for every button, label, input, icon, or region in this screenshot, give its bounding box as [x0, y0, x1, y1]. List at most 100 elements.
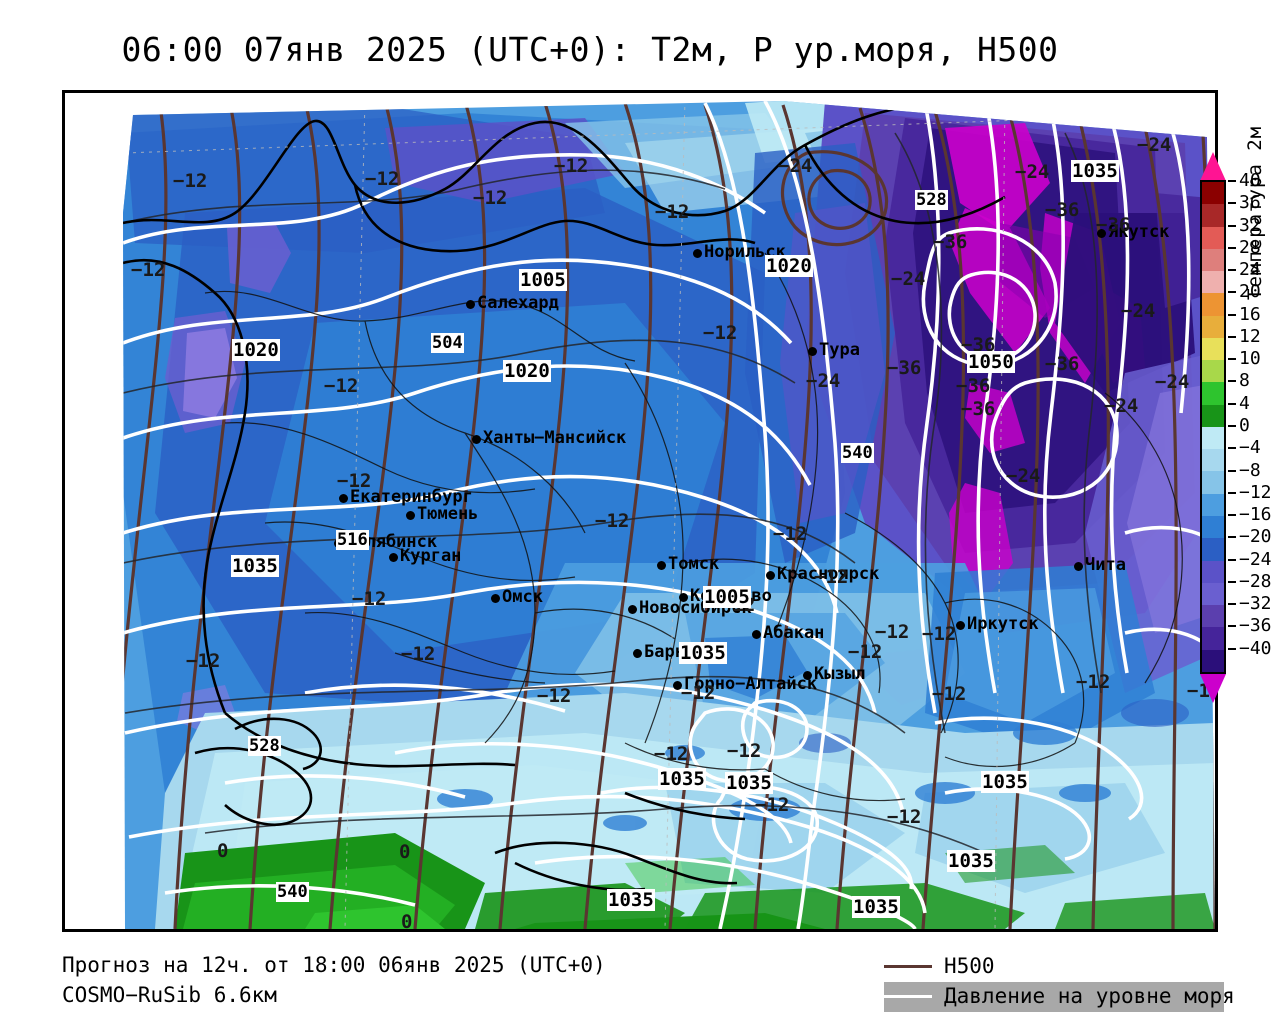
colorbar-under-arrow — [1200, 674, 1226, 703]
city-dot-icon — [673, 681, 682, 690]
map-canvas — [65, 93, 1215, 929]
colorbar-tick: −40 — [1228, 637, 1272, 659]
colorbar-swatch — [1202, 182, 1224, 205]
map-legend: H500 Давление на уровне моря — [884, 952, 1235, 1012]
colorbar-tick-label: 16 — [1239, 303, 1261, 325]
colorbar-swatch — [1202, 271, 1224, 294]
colorbar-tick-label: −8 — [1239, 459, 1261, 481]
forecast-info: Прогноз на 12ч. от 18:00 06янв 2025 (UTC… — [62, 950, 606, 1010]
mslp-line-swatch — [884, 995, 932, 998]
colorbar-tick-label: −40 — [1239, 637, 1272, 659]
colorbar-swatch — [1202, 471, 1224, 494]
colorbar-tick: 16 — [1228, 303, 1261, 325]
h500-line-swatch — [884, 965, 932, 968]
colorbar-swatch — [1202, 649, 1224, 672]
colorbar-swatch — [1202, 605, 1224, 628]
colorbar-swatch — [1202, 204, 1224, 227]
city-label: Норильск — [704, 242, 786, 262]
city-label: Абакан — [763, 623, 825, 643]
city-label: Барнаул — [644, 642, 716, 662]
colorbar-swatch — [1202, 560, 1224, 583]
city-label: Якутск — [1108, 222, 1170, 242]
colorbar-tick: −12 — [1228, 483, 1272, 502]
admin-borders — [204, 252, 1183, 802]
city-dot-icon — [956, 621, 965, 630]
colorbar-tick: −20 — [1228, 528, 1272, 546]
colorbar-tick: 0 — [1228, 417, 1250, 435]
colorbar-swatch — [1202, 360, 1224, 383]
colorbar-tick-label: 24 — [1239, 259, 1261, 281]
city-label: Ханты−Мансийск — [483, 428, 627, 448]
city-label: Екатеринбург — [350, 487, 473, 507]
colorbar-tick-label: 28 — [1239, 236, 1261, 258]
colorbar-swatch — [1202, 426, 1224, 450]
colorbar-swatch — [1202, 293, 1224, 316]
colorbar-ticks: 40 36 32 28 24 20 16 12 10 8 4 0 −4 −8 −12 −16 −20 −24 −28… — [1228, 172, 1280, 670]
temperature-colorbar — [1200, 180, 1226, 674]
colorbar-tick: −28 — [1228, 570, 1272, 592]
colorbar-tick-label: 36 — [1239, 192, 1261, 214]
isotherms — [123, 132, 1102, 854]
city-dot-icon — [679, 593, 688, 602]
colorbar-swatch — [1202, 582, 1224, 606]
city-dot-icon — [657, 561, 666, 570]
colorbar-swatch — [1202, 627, 1224, 650]
colorbar-tick: −4 — [1228, 439, 1261, 457]
colorbar-swatch — [1202, 226, 1224, 249]
colorbar-tick: 36 — [1228, 194, 1261, 212]
colorbar-swatch — [1202, 493, 1224, 516]
colorbar-axis-label: Температура 2м — [1244, 125, 1266, 300]
colorbar-swatch — [1202, 382, 1224, 405]
colorbar-tick: 32 — [1228, 214, 1261, 236]
page-title: 06:00 07янв 2025 (UTC+0): T2м, P ур.моря… — [121, 30, 1059, 69]
colorbar-tick-label: −4 — [1239, 437, 1261, 459]
colorbar-tick: −24 — [1228, 548, 1272, 570]
city-dot-icon — [633, 649, 642, 658]
colorbar-tick-label: 20 — [1239, 281, 1261, 303]
colorbar-tick-label: −32 — [1239, 593, 1272, 615]
colorbar-tick-label: 32 — [1239, 214, 1261, 236]
city-label: Тюмень — [417, 504, 479, 524]
forecast-lead-line: Прогноз на 12ч. от 18:00 06янв 2025 (UTC… — [62, 953, 606, 977]
city-label: Омск — [502, 587, 543, 607]
city-dot-icon — [628, 605, 637, 614]
colorbar-tick: 4 — [1228, 392, 1250, 414]
city-dot-icon — [752, 630, 761, 639]
colorbar-tick-label: 0 — [1239, 415, 1250, 436]
colorbar-tick: −32 — [1228, 595, 1272, 613]
colorbar-over-arrow — [1200, 152, 1226, 181]
colorbar-swatch — [1202, 315, 1224, 338]
city-dot-icon — [491, 594, 500, 603]
colorbar-tick-label: −36 — [1239, 615, 1272, 637]
colorbar-tick: 40 — [1228, 172, 1261, 190]
city-label: Красноярск — [777, 564, 880, 584]
colorbar-tick: 28 — [1228, 236, 1261, 258]
city-label: Томск — [668, 554, 720, 574]
colorbar-tick-label: −20 — [1239, 526, 1272, 548]
city-label: Курган — [400, 546, 462, 566]
city-dot-icon — [693, 249, 702, 258]
city-dot-icon — [1074, 562, 1083, 571]
city-dot-icon — [389, 553, 398, 562]
colorbar-tick: −16 — [1228, 506, 1272, 524]
colorbar-tick-label: 8 — [1239, 370, 1250, 392]
city-dot-icon — [766, 571, 775, 580]
city-label: Горно−Алтайск — [684, 674, 818, 694]
colorbar-tick-label: −16 — [1239, 504, 1272, 526]
city-dot-icon — [472, 435, 481, 444]
mslp-legend-label: Давление на уровне моря — [944, 984, 1235, 1008]
colorbar-swatch — [1202, 538, 1224, 561]
colorbar-tick-label: 4 — [1239, 392, 1250, 414]
city-label: Кемерово — [690, 586, 772, 606]
colorbar-tick-label: −28 — [1239, 570, 1272, 592]
model-name-line: COSMO−RuSib 6.6км — [62, 983, 277, 1007]
weather-map[interactable]: Норильск Салехард Якутск Тура Ханты−Мансийск… — [62, 90, 1218, 932]
city-dot-icon — [466, 300, 475, 309]
colorbar-tick: 8 — [1228, 372, 1250, 390]
h500-legend-label: H500 — [944, 954, 995, 978]
city-label: Кызыл — [814, 664, 866, 684]
colorbar-tick-label: −24 — [1239, 548, 1272, 570]
legend-row-h500: H500 — [884, 952, 1224, 982]
colorbar-tick: 10 — [1228, 350, 1261, 368]
city-label: Салехард — [477, 293, 559, 313]
